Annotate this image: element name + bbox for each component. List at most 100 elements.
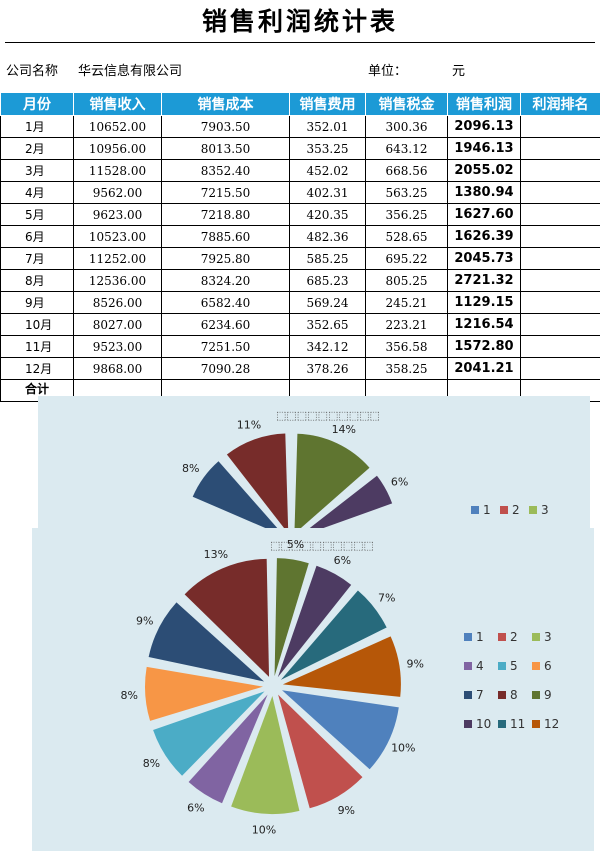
cell-revenue[interactable]: 9868.00 [73, 357, 162, 380]
pie-slice[interactable] [294, 433, 370, 528]
cell-cost[interactable]: 8324.20 [161, 269, 290, 292]
legend-item[interactable]: 1 [464, 630, 484, 644]
cell-cost[interactable]: 6582.40 [161, 291, 290, 314]
cell-cost[interactable]: 7885.60 [161, 225, 290, 248]
cell-cost[interactable]: 6234.60 [161, 313, 290, 336]
cell-tax[interactable]: 356.58 [365, 335, 448, 358]
cell-cost[interactable]: 7925.80 [161, 247, 290, 270]
chart-panel-1[interactable]: ⬚⬚⬚⬚⬚⬚⬚⬚⬚⬚ 8% 11% 14% 6% 1 2 3 [38, 396, 590, 528]
chart-panel-2[interactable]: ⬚⬚⬚⬚⬚⬚⬚⬚⬚⬚ 13% 5% 6% 7% 9% 10% 9% 10% 6% 8% 8% 9% 1… [32, 528, 594, 851]
header-expense[interactable]: 销售费用 [289, 92, 366, 116]
cell-rank[interactable] [520, 313, 600, 336]
cell-profit[interactable]: 1946.13 [447, 137, 521, 160]
cell-expense[interactable]: 378.26 [289, 357, 366, 380]
pie-slice[interactable] [192, 461, 285, 528]
cell-profit[interactable]: 1380.94 [447, 181, 521, 204]
cell-profit[interactable]: 2096.13 [447, 115, 521, 138]
pie-slice[interactable] [282, 690, 399, 770]
pie-slice[interactable] [274, 558, 309, 677]
cell-revenue[interactable]: 9562.00 [73, 181, 162, 204]
header-tax[interactable]: 销售税金 [365, 92, 448, 116]
cell-rank[interactable] [520, 335, 600, 358]
cell-expense[interactable]: 420.35 [289, 203, 366, 226]
cell-profit[interactable]: 2055.02 [447, 159, 521, 182]
cell-tax[interactable]: 643.12 [365, 137, 448, 160]
cell-rank[interactable] [520, 181, 600, 204]
legend-item[interactable]: 12 [532, 717, 559, 731]
cell-rank[interactable] [520, 291, 600, 314]
pie-slice[interactable] [145, 666, 264, 721]
cell-month[interactable]: 2月 [0, 137, 74, 160]
cell-tax[interactable]: 356.25 [365, 203, 448, 226]
cell-rank[interactable] [520, 203, 600, 226]
cell-tax[interactable]: 805.25 [365, 269, 448, 292]
cell-month[interactable]: 6月 [0, 225, 74, 248]
cell-cost[interactable]: 7218.80 [161, 203, 290, 226]
cell-revenue[interactable]: 10652.00 [73, 115, 162, 138]
cell-rank[interactable] [520, 225, 600, 248]
legend-item[interactable]: 4 [464, 659, 484, 673]
cell-profit[interactable]: 1572.80 [447, 335, 521, 358]
cell-revenue[interactable]: 10956.00 [73, 137, 162, 160]
legend-item[interactable]: 10 [464, 717, 491, 731]
cell-cost[interactable]: 7090.28 [161, 357, 290, 380]
cell-profit[interactable]: 1129.15 [447, 291, 521, 314]
legend-item[interactable]: 2 [500, 503, 520, 517]
pie-slice[interactable] [184, 558, 270, 677]
cell-revenue[interactable]: 8526.00 [73, 291, 162, 314]
header-cost[interactable]: 销售成本 [161, 92, 290, 116]
pie-slice[interactable] [231, 695, 300, 814]
cell-month[interactable]: 10月 [0, 313, 74, 336]
pie-slice[interactable] [278, 694, 363, 809]
cell-profit[interactable]: 2045.73 [447, 247, 521, 270]
cell-profit[interactable]: 2041.21 [447, 357, 521, 380]
cell-month[interactable]: 9月 [0, 291, 74, 314]
pie-slice[interactable] [277, 565, 352, 678]
cell-profit[interactable]: 1627.60 [447, 203, 521, 226]
cell-month[interactable]: 8月 [0, 269, 74, 292]
cell-expense[interactable]: 585.25 [289, 247, 366, 270]
legend-item[interactable]: 8 [498, 688, 518, 702]
cell-revenue[interactable]: 10523.00 [73, 225, 162, 248]
pie-slice[interactable] [226, 433, 289, 528]
cell-month[interactable]: 4月 [0, 181, 74, 204]
legend-item[interactable]: 3 [532, 630, 552, 644]
pie-slice[interactable] [282, 636, 401, 697]
legend-item[interactable]: 9 [532, 688, 552, 702]
legend-item[interactable]: 6 [532, 659, 552, 673]
cell-cost[interactable]: 8013.50 [161, 137, 290, 160]
pie-slice[interactable] [148, 602, 265, 682]
cell-profit[interactable]: 1216.54 [447, 313, 521, 336]
cell-revenue[interactable]: 9623.00 [73, 203, 162, 226]
header-rank[interactable]: 利润排名 [520, 92, 600, 116]
legend-item[interactable]: 3 [529, 503, 549, 517]
cell-expense[interactable]: 452.02 [289, 159, 366, 182]
cell-tax[interactable]: 668.56 [365, 159, 448, 182]
cell-tax[interactable]: 528.65 [365, 225, 448, 248]
cell-month[interactable]: 3月 [0, 159, 74, 182]
cell-revenue[interactable]: 11252.00 [73, 247, 162, 270]
pie-slice[interactable] [298, 475, 393, 528]
header-month[interactable]: 月份 [0, 92, 74, 116]
cell-month[interactable]: 1月 [0, 115, 74, 138]
cell-expense[interactable]: 342.12 [289, 335, 366, 358]
cell-rank[interactable] [520, 115, 600, 138]
cell-tax[interactable]: 223.21 [365, 313, 448, 336]
cell-tax[interactable]: 358.25 [365, 357, 448, 380]
legend-item[interactable]: 11 [498, 717, 525, 731]
cell-expense[interactable]: 353.25 [289, 137, 366, 160]
cell-revenue[interactable]: 11528.00 [73, 159, 162, 182]
cell-cost[interactable]: 7903.50 [161, 115, 290, 138]
cell-expense[interactable]: 402.31 [289, 181, 366, 204]
cell-expense[interactable]: 685.23 [289, 269, 366, 292]
legend-item[interactable]: 7 [464, 688, 484, 702]
cell-month[interactable]: 12月 [0, 357, 74, 380]
cell-rank[interactable] [520, 357, 600, 380]
cell-profit[interactable]: 1626.39 [447, 225, 521, 248]
pie-slice[interactable] [280, 590, 387, 680]
cell-rank[interactable] [520, 137, 600, 160]
cell-expense[interactable]: 352.01 [289, 115, 366, 138]
cell-expense[interactable]: 482.36 [289, 225, 366, 248]
legend-item[interactable]: 2 [498, 630, 518, 644]
cell-expense[interactable]: 352.65 [289, 313, 366, 336]
